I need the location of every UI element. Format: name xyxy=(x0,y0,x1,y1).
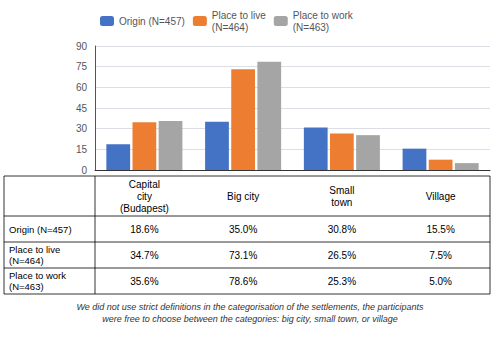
svg-text:25.3%: 25.3% xyxy=(328,276,356,287)
svg-text:(N=464): (N=464) xyxy=(212,22,248,33)
svg-text:were free to choose between th: were free to choose between the categori… xyxy=(102,314,397,324)
svg-text:city: city xyxy=(137,191,152,202)
svg-text:18.6%: 18.6% xyxy=(130,224,158,235)
svg-text:Place to work: Place to work xyxy=(293,10,354,21)
svg-text:7.5%: 7.5% xyxy=(429,250,452,261)
svg-text:90: 90 xyxy=(76,41,88,52)
svg-text:5.0%: 5.0% xyxy=(429,276,452,287)
svg-text:34.7%: 34.7% xyxy=(130,250,158,261)
svg-text:35.0%: 35.0% xyxy=(229,224,257,235)
svg-text:Place to live: Place to live xyxy=(212,10,266,21)
svg-text:Small: Small xyxy=(329,185,354,196)
svg-text:15: 15 xyxy=(76,144,88,155)
svg-text:Origin (N=457): Origin (N=457) xyxy=(9,224,72,235)
svg-text:We did not use strict definiti: We did not use strict definitions in the… xyxy=(76,302,424,312)
svg-text:(N=463): (N=463) xyxy=(9,281,44,292)
svg-text:15.5%: 15.5% xyxy=(426,224,454,235)
svg-text:(N=463): (N=463) xyxy=(293,22,329,33)
svg-text:Origin (N=457): Origin (N=457) xyxy=(119,16,185,27)
svg-text:Big city: Big city xyxy=(227,191,259,202)
svg-text:30.8%: 30.8% xyxy=(328,224,356,235)
svg-text:78.6%: 78.6% xyxy=(229,276,257,287)
svg-text:45: 45 xyxy=(76,103,88,114)
svg-text:Place to work: Place to work xyxy=(9,270,66,281)
svg-text:(Budapest): (Budapest) xyxy=(120,203,169,214)
svg-text:30: 30 xyxy=(76,123,88,134)
svg-text:75: 75 xyxy=(76,61,88,72)
svg-text:60: 60 xyxy=(76,82,88,93)
svg-text:Place to live: Place to live xyxy=(9,244,60,255)
svg-text:(N=464): (N=464) xyxy=(9,255,44,266)
svg-text:26.5%: 26.5% xyxy=(328,250,356,261)
svg-text:73.1%: 73.1% xyxy=(229,250,257,261)
svg-text:Village: Village xyxy=(426,191,456,202)
svg-text:35.6%: 35.6% xyxy=(130,276,158,287)
svg-text:0: 0 xyxy=(81,165,87,176)
svg-text:Capital: Capital xyxy=(129,179,160,190)
svg-text:town: town xyxy=(331,197,352,208)
